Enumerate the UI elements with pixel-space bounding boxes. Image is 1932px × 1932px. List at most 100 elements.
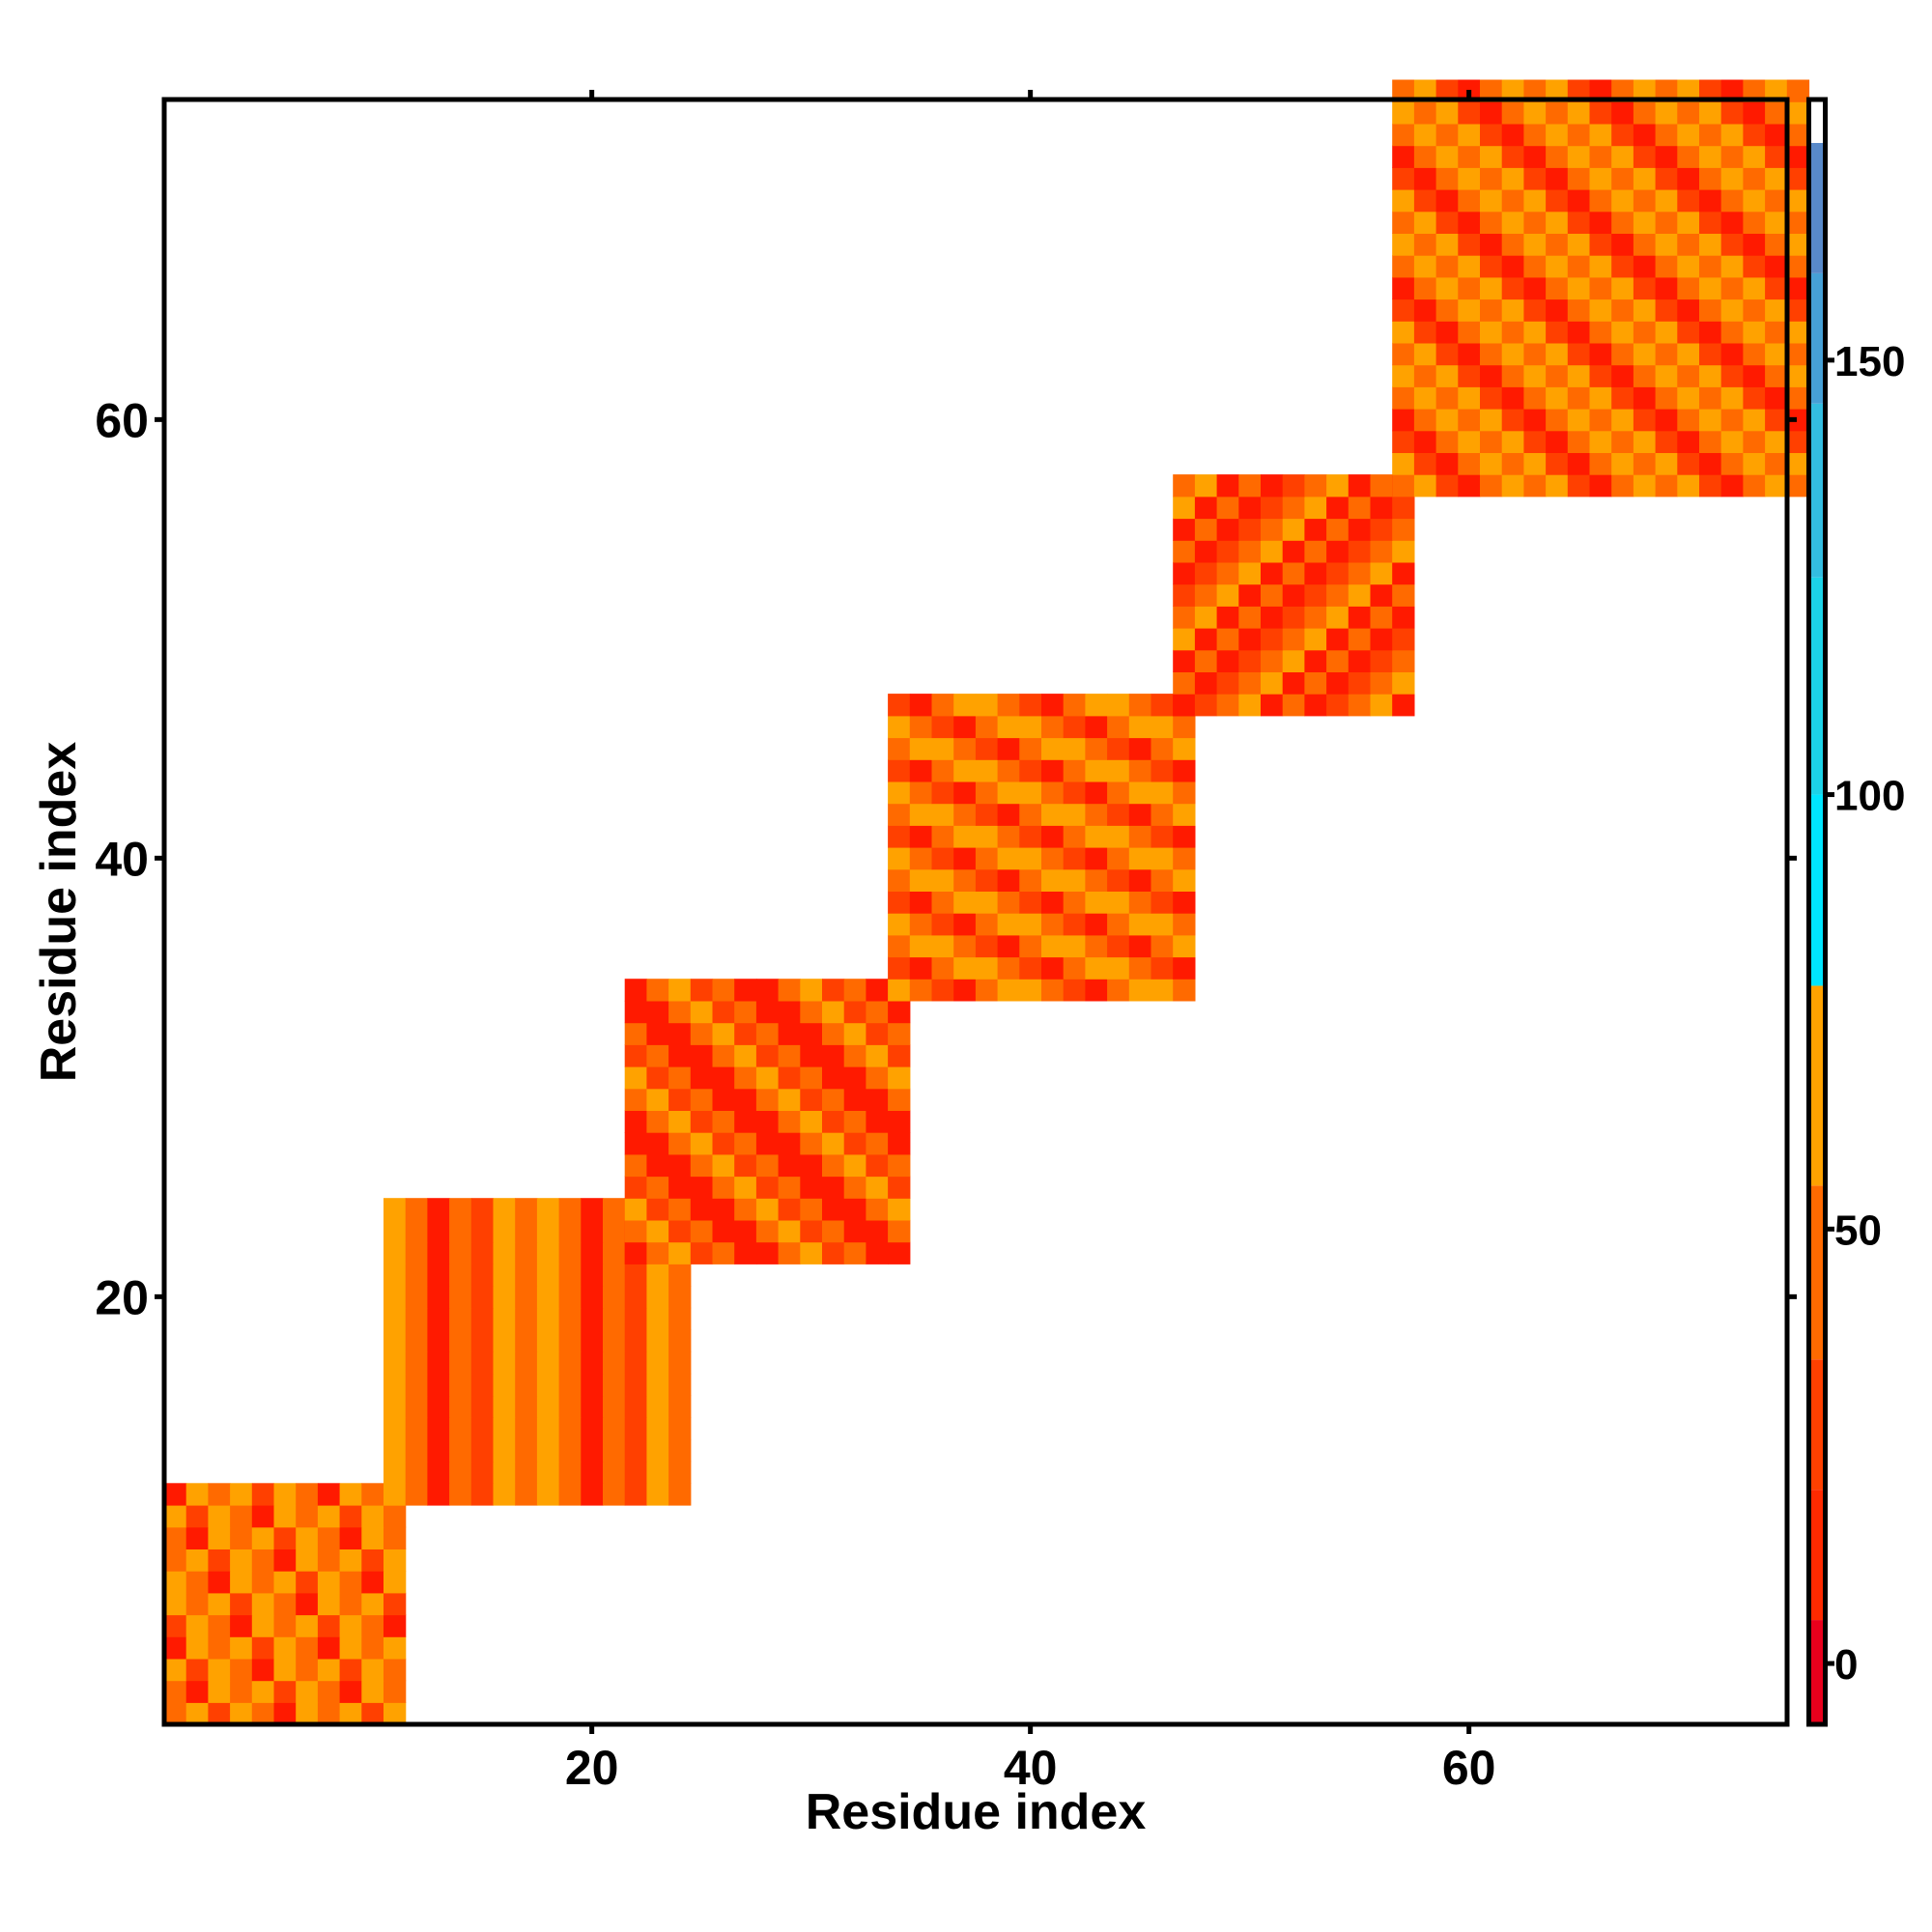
heatmap-cell	[515, 1373, 538, 1397]
heatmap-cell	[1261, 606, 1284, 629]
heatmap-cell	[427, 1483, 450, 1506]
heatmap-cell	[712, 1241, 735, 1264]
heatmap-cell	[1413, 409, 1437, 432]
heatmap-cell	[1480, 409, 1503, 432]
heatmap-cell	[1786, 123, 1810, 147]
heatmap-cell	[470, 1198, 495, 1221]
heatmap-cell	[624, 1022, 647, 1045]
heatmap-cell	[624, 1438, 647, 1463]
colorbar-band	[1811, 142, 1823, 273]
heatmap-cell	[1765, 321, 1788, 344]
heatmap-cell	[1720, 430, 1744, 453]
heatmap-cell	[1677, 255, 1700, 278]
heatmap-cell	[536, 1286, 560, 1309]
heatmap-cell	[624, 1417, 647, 1440]
heatmap-cell	[1480, 276, 1503, 300]
heatmap-cell	[1392, 474, 1415, 497]
heatmap-cell	[296, 1483, 319, 1506]
heatmap-cell	[251, 1526, 275, 1549]
heatmap-cell	[668, 979, 692, 1002]
heatmap-cell	[1589, 298, 1612, 322]
heatmap-cell	[384, 1636, 407, 1660]
heatmap-cell	[1567, 233, 1591, 256]
heatmap-cell	[1458, 276, 1481, 300]
heatmap-cell	[1063, 694, 1086, 717]
heatmap-cell	[603, 1219, 626, 1243]
heatmap-cell	[1282, 518, 1305, 541]
heatmap-cell	[778, 979, 801, 1002]
heatmap-cell	[603, 1307, 626, 1330]
heatmap-cell	[1173, 956, 1196, 980]
heatmap-cell	[1546, 255, 1569, 278]
heatmap-cell	[1041, 715, 1065, 739]
heatmap-cell	[251, 1680, 275, 1703]
heatmap-cell	[931, 715, 954, 739]
heatmap-cell	[931, 891, 954, 914]
heatmap-cell	[1392, 79, 1415, 102]
heatmap-cell	[1128, 715, 1152, 739]
heatmap-cell	[1786, 101, 1810, 125]
heatmap-cell	[361, 1571, 384, 1594]
heatmap-cell	[1326, 606, 1350, 629]
heatmap-cell	[384, 1680, 407, 1703]
heatmap-cell	[1370, 628, 1393, 651]
heatmap-cell	[624, 1483, 647, 1506]
heatmap-cell	[208, 1680, 231, 1703]
heatmap-cell	[1677, 79, 1700, 102]
heatmap-cell	[997, 737, 1020, 760]
heatmap-cell	[646, 1286, 669, 1309]
heatmap-cell	[997, 694, 1020, 717]
heatmap-cell	[1699, 386, 1722, 410]
heatmap-cell	[449, 1438, 472, 1463]
heatmap-cell	[1699, 409, 1722, 432]
heatmap-cell	[1611, 255, 1634, 278]
heatmap-cell	[1392, 167, 1415, 190]
heatmap-cell	[1633, 298, 1657, 322]
heatmap-cell	[1128, 825, 1152, 848]
heatmap-cell	[208, 1548, 231, 1572]
heatmap-cell	[668, 1264, 692, 1287]
heatmap-cell	[1677, 233, 1700, 256]
heatmap-cell	[1128, 891, 1152, 914]
heatmap-cell	[470, 1241, 495, 1264]
heatmap-cell	[646, 1461, 669, 1484]
heatmap-cell	[1107, 934, 1130, 958]
heatmap-cell	[1261, 474, 1284, 497]
heatmap-cell	[1282, 649, 1305, 672]
heatmap-cell	[646, 1022, 669, 1045]
heatmap-cell	[427, 1438, 450, 1463]
heatmap-cell	[1480, 430, 1503, 453]
heatmap-cell	[1501, 211, 1524, 234]
heatmap-cell	[888, 825, 911, 848]
heatmap-cell	[361, 1636, 384, 1660]
heatmap-cell	[449, 1241, 472, 1264]
heatmap-cell	[1085, 956, 1108, 980]
heatmap-cell	[405, 1264, 428, 1287]
heatmap-cell	[1151, 803, 1174, 826]
heatmap-cell	[953, 803, 977, 826]
heatmap-cell	[603, 1286, 626, 1309]
heatmap-cell	[668, 1198, 692, 1221]
heatmap-cell	[1370, 561, 1393, 585]
heatmap-cell	[1041, 868, 1065, 892]
heatmap-cell	[1019, 868, 1042, 892]
heatmap-cell	[888, 1088, 911, 1111]
heatmap-cell	[1435, 233, 1459, 256]
heatmap-cell	[515, 1198, 538, 1221]
heatmap-cell	[1458, 342, 1481, 366]
heatmap-cell	[888, 956, 911, 980]
heatmap-cell	[1435, 430, 1459, 453]
heatmap-cell	[931, 759, 954, 782]
heatmap-cell	[1633, 409, 1657, 432]
heatmap-cell	[1063, 934, 1086, 958]
heatmap-cell	[558, 1329, 582, 1352]
heatmap-cell	[493, 1241, 516, 1264]
heatmap-cell	[251, 1505, 275, 1528]
heatmap-cell	[1786, 189, 1810, 213]
heatmap-cell	[1743, 342, 1766, 366]
heatmap-cell	[1261, 671, 1284, 695]
heatmap-cell	[317, 1483, 341, 1506]
heatmap-cell	[1677, 145, 1700, 168]
heatmap-cell	[1216, 583, 1239, 607]
heatmap-cell	[822, 1132, 845, 1155]
